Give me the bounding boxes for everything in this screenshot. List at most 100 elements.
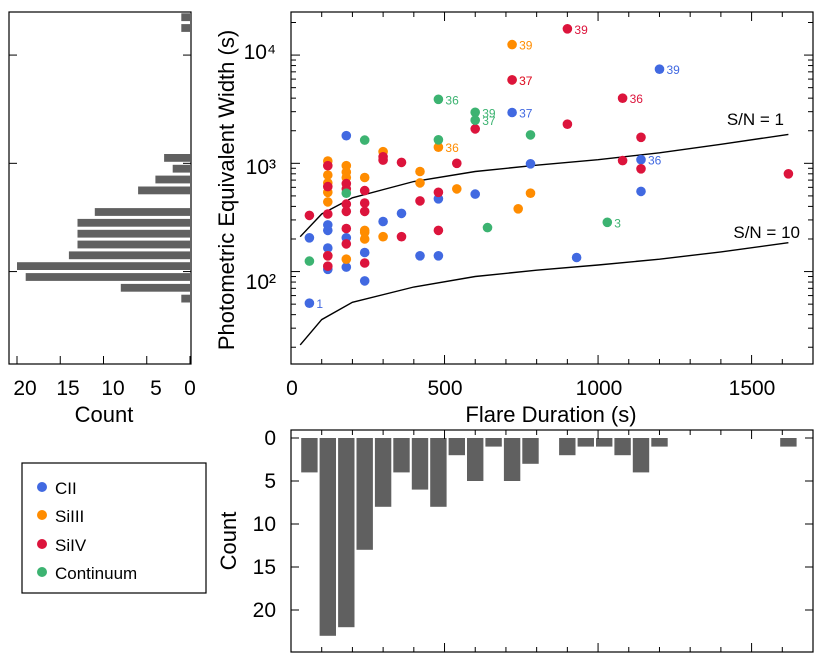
left-bar-11 <box>77 218 190 227</box>
left-bar-29 <box>181 24 190 32</box>
left-bar-17 <box>164 154 191 162</box>
point-siiv-8 <box>341 199 352 209</box>
point-siiv-12 <box>359 185 370 196</box>
point-siiv-3 <box>323 209 333 219</box>
point-cii-8 <box>359 247 370 258</box>
point-continuum-0 <box>304 256 315 266</box>
point-cii-22 <box>654 64 665 74</box>
point-label-siiii-23: 39 <box>519 39 533 53</box>
bottom-bar-7 <box>430 438 447 507</box>
point-cii-12 <box>415 251 425 261</box>
legend-marker-siiv <box>37 539 47 549</box>
point-label-continuum-9: 3 <box>614 216 621 230</box>
left-bar-30 <box>181 13 190 22</box>
bottom-bar-19 <box>651 438 668 447</box>
point-label-cii-20: 37 <box>519 107 533 121</box>
point-siiv-0 <box>304 210 315 221</box>
left-x-tick-15: 15 <box>56 377 79 400</box>
point-cii-11 <box>396 208 407 219</box>
bottom-bar-2 <box>338 438 355 628</box>
left-histogram-frame <box>8 11 192 365</box>
y-tick-100: 10² <box>246 271 276 294</box>
point-siiii-12 <box>359 234 370 244</box>
point-label-cii-22: 39 <box>667 63 681 77</box>
point-siiv-26 <box>617 155 628 166</box>
left-x-tick-0: 0 <box>184 377 196 400</box>
bottom-bar-5 <box>393 438 410 473</box>
left-bar-6 <box>25 273 191 281</box>
left-bar-9 <box>77 240 190 249</box>
point-siiii-19 <box>513 204 523 214</box>
left-bar-16 <box>172 164 190 173</box>
point-continuum-4 <box>482 222 493 233</box>
bottom-bar-12 <box>522 438 539 464</box>
bottom-histogram-frame <box>290 429 814 653</box>
bottom-bar-10 <box>485 438 502 447</box>
bottom-histogram: 0 5 10 15 20 Count <box>216 427 814 653</box>
point-label-cii-21: 36 <box>648 154 662 168</box>
left-histogram: 20 15 10 5 0 Count <box>8 11 196 427</box>
point-cii-19 <box>304 298 315 309</box>
left-bar-10 <box>77 229 190 238</box>
point-siiv-10 <box>341 223 352 234</box>
point-cii-20 <box>507 107 517 118</box>
point-siiv-5 <box>323 261 333 272</box>
left-bar-7 <box>17 262 190 270</box>
curve-label-sn10: S/N = 10 <box>733 223 800 242</box>
x-tick-1000: 1000 <box>576 377 623 400</box>
point-siiii-13 <box>359 225 370 236</box>
scatter-axis-ticks <box>290 12 814 364</box>
point-cii-17 <box>571 252 582 263</box>
bottom-bar-4 <box>374 438 392 507</box>
point-cii-2 <box>323 220 333 230</box>
point-siiii-21 <box>433 142 444 152</box>
point-continuum-1 <box>341 188 352 198</box>
point-siiv-20 <box>415 196 425 206</box>
bottom-bar-18 <box>632 438 650 473</box>
bottom-y-tick-15: 15 <box>253 556 276 579</box>
point-siiv-18 <box>396 157 407 168</box>
point-continuum-9 <box>602 217 613 228</box>
bottom-bar-9 <box>467 438 484 481</box>
bottom-y-tick-20: 20 <box>253 599 276 622</box>
point-siiv-15 <box>359 258 370 268</box>
left-bar-15 <box>155 175 190 184</box>
point-label-continuum-8: 37 <box>482 114 496 128</box>
point-siiv-11 <box>341 239 352 249</box>
point-label-siiv-31: 39 <box>574 23 588 37</box>
left-bar-8 <box>68 251 190 260</box>
point-cii-21 <box>636 154 646 165</box>
point-siiv-22 <box>433 225 444 236</box>
legend-label-siiv: SiIV <box>55 536 87 555</box>
bottom-histogram-bars <box>301 438 797 636</box>
left-bar-14 <box>138 186 190 195</box>
left-x-tick-5: 5 <box>150 377 162 400</box>
point-siiv-24 <box>470 124 481 134</box>
point-cii-13 <box>433 251 444 261</box>
point-siiii-17 <box>415 178 425 188</box>
legend-marker-cii <box>37 482 47 492</box>
bottom-bar-0 <box>301 438 318 473</box>
point-siiv-27 <box>636 132 646 143</box>
bottom-bar-16 <box>596 438 613 447</box>
scatter-frame <box>290 11 814 365</box>
point-continuum-5 <box>525 130 536 140</box>
bottom-bar-26 <box>780 438 797 447</box>
point-siiv-17 <box>378 155 388 165</box>
legend-marker-siiii <box>37 510 47 520</box>
point-label-siiv-32: 36 <box>630 92 644 106</box>
curve-s-n-10 <box>299 242 789 346</box>
bottom-bar-15 <box>577 438 594 447</box>
point-cii-3 <box>323 243 333 253</box>
bottom-bar-8 <box>448 438 465 456</box>
left-histogram-ticks <box>9 54 191 364</box>
x-tick-0: 0 <box>286 377 298 400</box>
point-continuum-6 <box>433 94 444 105</box>
point-siiv-28 <box>636 164 646 174</box>
left-histogram-bars <box>17 13 191 303</box>
left-x-tick-20: 20 <box>13 377 36 400</box>
point-siiv-23 <box>452 158 462 169</box>
x-tick-1500: 1500 <box>729 377 776 400</box>
